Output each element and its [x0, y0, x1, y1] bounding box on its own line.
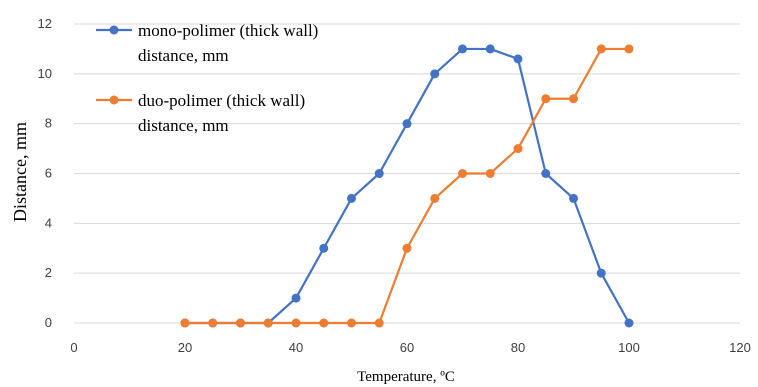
x-tick-label: 20	[178, 340, 192, 355]
data-point	[541, 94, 551, 104]
data-point	[208, 318, 218, 328]
data-point	[485, 44, 495, 54]
data-point	[291, 293, 301, 303]
data-point	[569, 94, 578, 104]
series-1	[180, 44, 634, 328]
legend-label: distance, mm	[138, 46, 229, 65]
data-point	[402, 243, 412, 253]
series-layer	[180, 44, 634, 328]
data-point	[430, 69, 440, 79]
data-point	[374, 318, 384, 328]
data-point	[263, 318, 273, 328]
legend: mono-polimer (thick wall)distance, mmduo…	[96, 21, 318, 135]
data-point	[624, 44, 634, 54]
legend-marker	[109, 25, 119, 35]
data-point	[596, 44, 606, 54]
y-tick-label: 6	[45, 166, 52, 181]
data-point	[347, 318, 356, 328]
data-point	[596, 268, 606, 278]
data-point	[430, 193, 440, 203]
x-tick-label: 40	[289, 340, 303, 355]
x-tick-label: 0	[70, 340, 77, 355]
data-point	[458, 44, 467, 54]
legend-label: mono-polimer (thick wall)	[138, 21, 318, 40]
x-tick-label: 120	[729, 340, 751, 355]
data-point	[180, 318, 190, 328]
y-tick-label: 2	[45, 265, 52, 280]
y-axis-title: Distance, mm	[10, 122, 30, 222]
data-point	[569, 193, 578, 203]
data-point	[319, 318, 329, 328]
data-point	[291, 318, 301, 328]
y-tick-label: 10	[38, 66, 52, 81]
legend-item-1: mono-polimer (thick wall) distance, mm	[96, 21, 318, 65]
y-tick-label: 4	[45, 215, 52, 230]
x-tick-label: 100	[618, 340, 640, 355]
series-2	[180, 44, 634, 328]
data-point	[458, 169, 467, 178]
y-tick-label: 8	[45, 116, 52, 131]
data-point	[319, 243, 329, 253]
data-point	[541, 169, 551, 178]
legend-label: distance, mm	[138, 116, 229, 135]
data-point	[402, 119, 412, 129]
y-tick-label: 12	[38, 16, 52, 31]
y-tick-label: 0	[45, 315, 52, 330]
legend-marker	[109, 95, 119, 105]
data-point	[624, 318, 634, 328]
data-point	[236, 318, 245, 328]
x-tick-label: 80	[511, 340, 525, 355]
legend-item-2: duo-polimer (thick wall) distance, mm	[96, 91, 305, 135]
x-axis-title: Temperature, ºC	[357, 369, 455, 385]
data-point	[485, 169, 495, 178]
data-point	[374, 169, 384, 178]
gridlines	[74, 23, 740, 324]
data-point	[513, 54, 523, 64]
legend-label: duo-polimer (thick wall)	[138, 91, 305, 110]
data-point	[347, 193, 356, 203]
x-tick-label: 60	[400, 340, 414, 355]
data-point	[513, 144, 523, 154]
